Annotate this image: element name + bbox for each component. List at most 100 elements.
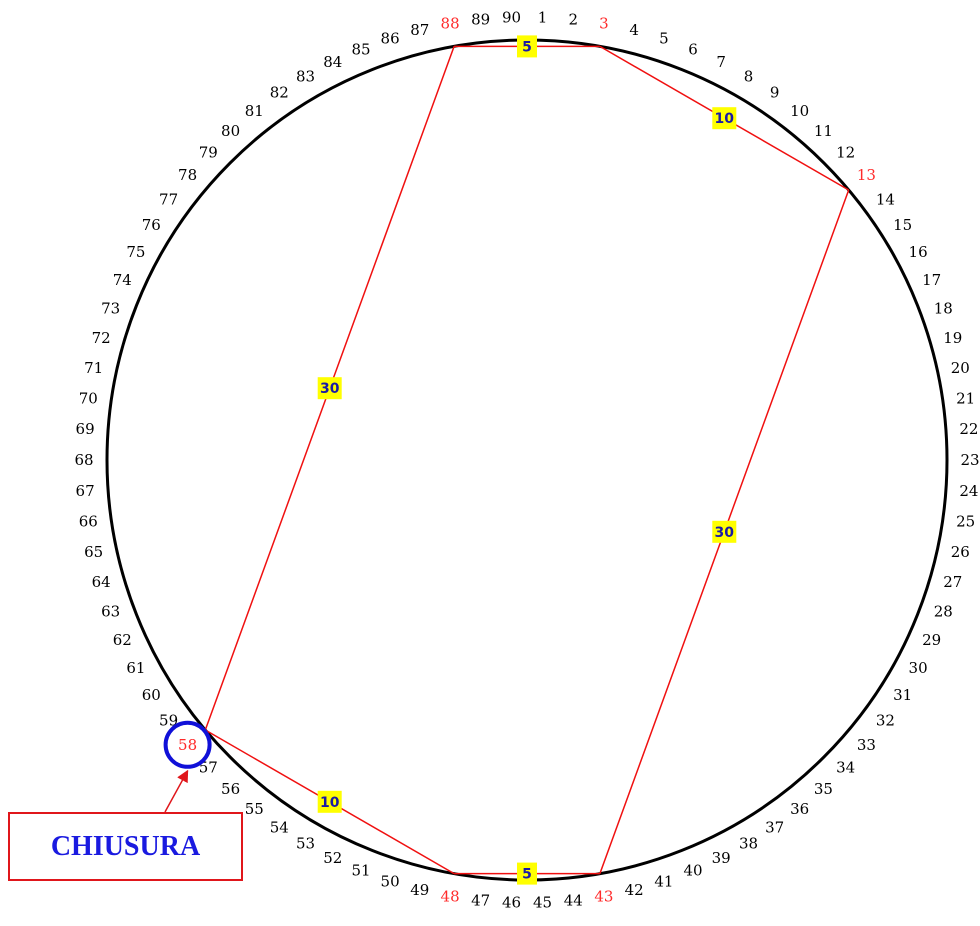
wheel-number-4: 4 [629, 21, 639, 39]
wheel-number-29: 29 [922, 631, 941, 649]
wheel-number-68: 68 [74, 451, 93, 469]
wheel-number-70: 70 [79, 389, 98, 407]
wheel-number-84: 84 [323, 53, 342, 71]
wheel-number-47: 47 [471, 892, 490, 910]
wheel-number-79: 79 [199, 143, 218, 161]
wheel-number-11: 11 [814, 122, 833, 140]
wheel-number-43: 43 [594, 887, 613, 905]
wheel-number-31: 31 [893, 686, 912, 704]
wheel-number-41: 41 [654, 872, 673, 890]
wheel-number-19: 19 [943, 329, 962, 347]
wheel-number-17: 17 [922, 271, 941, 289]
wheel-number-52: 52 [323, 849, 342, 867]
wheel-number-60: 60 [142, 686, 161, 704]
distance-badge-88-3: 5 [517, 35, 537, 58]
wheel-number-9: 9 [770, 84, 780, 102]
wheel-number-90: 90 [502, 8, 521, 26]
wheel-number-53: 53 [296, 835, 315, 853]
badge-label: 30 [715, 525, 735, 541]
badge-label: 10 [715, 111, 735, 127]
wheel-number-61: 61 [126, 659, 145, 677]
wheel-number-50: 50 [381, 872, 400, 890]
wheel-number-83: 83 [296, 67, 315, 85]
wheel-number-55: 55 [245, 800, 264, 818]
wheel-number-10: 10 [790, 102, 809, 120]
wheel-number-78: 78 [178, 166, 197, 184]
wheel-number-21: 21 [956, 389, 975, 407]
wheel-number-77: 77 [159, 191, 178, 209]
badge-label: 30 [320, 381, 340, 397]
wheel-number-20: 20 [951, 359, 970, 377]
wheel-number-26: 26 [951, 543, 970, 561]
wheel-number-85: 85 [351, 40, 370, 58]
wheel-number-44: 44 [564, 892, 583, 910]
distance-badge-3-13: 10 [712, 107, 737, 130]
wheel-number-82: 82 [270, 84, 289, 102]
badge-background [317, 377, 342, 400]
wheel-number-48: 48 [441, 887, 460, 905]
badge-label: 5 [522, 867, 532, 883]
wheel-number-22: 22 [959, 420, 978, 438]
wheel-number-14: 14 [876, 191, 895, 209]
wheel-number-2: 2 [569, 10, 579, 28]
badge-label: 5 [522, 39, 532, 55]
wheel-number-35: 35 [814, 780, 833, 798]
wheel-number-33: 33 [857, 736, 876, 754]
wheel-number-49: 49 [410, 881, 429, 899]
wheel-number-30: 30 [909, 659, 928, 677]
wheel-number-24: 24 [959, 482, 978, 500]
wheel-number-65: 65 [84, 543, 103, 561]
wheel-circle [105, 38, 949, 882]
wheel-number-6: 6 [688, 40, 698, 58]
wheel-number-69: 69 [76, 420, 95, 438]
wheel-number-18: 18 [934, 300, 953, 318]
wheel-number-42: 42 [625, 881, 644, 899]
wheel-number-25: 25 [956, 513, 975, 531]
wheel-number-16: 16 [909, 243, 928, 261]
wheel-number-81: 81 [245, 102, 264, 120]
wheel-number-59: 59 [159, 711, 178, 729]
wheel-number-62: 62 [113, 631, 132, 649]
wheel-number-72: 72 [92, 329, 111, 347]
wheel-number-58: 58 [178, 736, 197, 754]
wheel-number-27: 27 [943, 573, 962, 591]
wheel-number-80: 80 [221, 122, 240, 140]
wheel-number-13: 13 [857, 166, 876, 184]
wheel-number-12: 12 [836, 143, 855, 161]
wheel-number-56: 56 [221, 780, 240, 798]
wheel-number-66: 66 [79, 513, 98, 531]
wheel-number-71: 71 [84, 359, 103, 377]
wheel-number-38: 38 [739, 835, 758, 853]
badge-background [317, 790, 342, 813]
wheel-number-67: 67 [76, 482, 95, 500]
wheel-number-57: 57 [199, 759, 218, 777]
wheel-number-74: 74 [113, 271, 132, 289]
wheel-number-1: 1 [538, 8, 548, 26]
wheel-number-54: 54 [270, 818, 289, 836]
wheel-number-63: 63 [101, 603, 120, 621]
wheel-number-28: 28 [934, 603, 953, 621]
badge-background [517, 35, 537, 58]
wheel-number-8: 8 [744, 67, 754, 85]
distance-badge-13-43: 30 [712, 520, 737, 543]
wheel-number-46: 46 [502, 894, 521, 912]
distance-badge-48-58: 10 [317, 790, 342, 813]
wheel-number-89: 89 [471, 10, 490, 28]
badge-background [712, 520, 737, 543]
wheel-number-75: 75 [126, 243, 145, 261]
wheel-number-76: 76 [142, 216, 161, 234]
wheel-number-73: 73 [101, 300, 120, 318]
closure-callout-box: CHIUSURA [8, 812, 243, 881]
wheel-number-32: 32 [876, 711, 895, 729]
badge-label: 10 [320, 795, 340, 811]
wheel-number-7: 7 [716, 53, 726, 71]
figure-segments [204, 45, 850, 875]
callout-arrow [164, 769, 189, 813]
wheel-number-87: 87 [410, 21, 429, 39]
wheel-number-36: 36 [790, 800, 809, 818]
wheel-number-3: 3 [599, 15, 609, 33]
closure-label: CHIUSURA [50, 830, 201, 862]
wheel-number-86: 86 [381, 30, 400, 48]
wheel-number-88: 88 [441, 15, 460, 33]
